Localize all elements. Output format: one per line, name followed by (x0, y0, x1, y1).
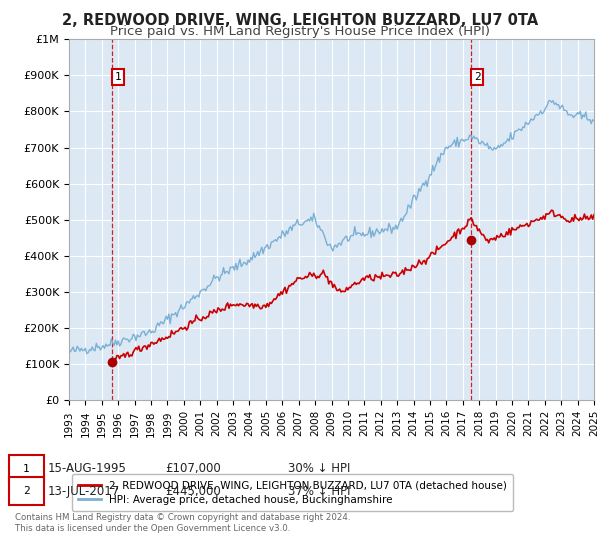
Text: 2: 2 (23, 486, 30, 496)
Text: £107,000: £107,000 (165, 462, 221, 475)
Text: 30% ↓ HPI: 30% ↓ HPI (288, 462, 350, 475)
Text: 1: 1 (115, 72, 121, 82)
Text: Price paid vs. HM Land Registry's House Price Index (HPI): Price paid vs. HM Land Registry's House … (110, 25, 490, 38)
Text: 13-JUL-2017: 13-JUL-2017 (48, 484, 120, 498)
Text: 37% ↓ HPI: 37% ↓ HPI (288, 484, 350, 498)
Legend: 2, REDWOOD DRIVE, WING, LEIGHTON BUZZARD, LU7 0TA (detached house), HPI: Average: 2, REDWOOD DRIVE, WING, LEIGHTON BUZZARD… (71, 474, 513, 511)
Text: £445,000: £445,000 (165, 484, 221, 498)
Text: 2: 2 (474, 72, 481, 82)
Text: 15-AUG-1995: 15-AUG-1995 (48, 462, 127, 475)
Text: 1: 1 (23, 464, 30, 474)
Text: This data is licensed under the Open Government Licence v3.0.: This data is licensed under the Open Gov… (15, 524, 290, 533)
Text: 2, REDWOOD DRIVE, WING, LEIGHTON BUZZARD, LU7 0TA: 2, REDWOOD DRIVE, WING, LEIGHTON BUZZARD… (62, 13, 538, 28)
Text: Contains HM Land Registry data © Crown copyright and database right 2024.: Contains HM Land Registry data © Crown c… (15, 513, 350, 522)
